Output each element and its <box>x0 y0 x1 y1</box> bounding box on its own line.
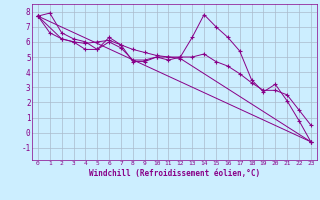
X-axis label: Windchill (Refroidissement éolien,°C): Windchill (Refroidissement éolien,°C) <box>89 169 260 178</box>
